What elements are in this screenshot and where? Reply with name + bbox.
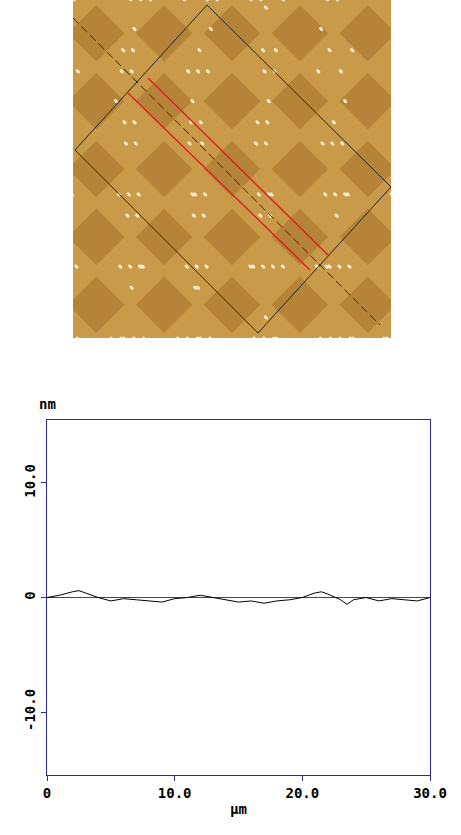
svg-text:30.0: 30.0 (413, 785, 447, 801)
svg-text:-10.0: -10.0 (22, 689, 38, 731)
svg-text:0: 0 (43, 785, 51, 801)
svg-text:10.0: 10.0 (158, 785, 192, 801)
svg-text:20.0: 20.0 (285, 785, 319, 801)
svg-text:µm: µm (230, 801, 247, 817)
svg-text:10.0: 10.0 (22, 464, 38, 498)
svg-text:nm: nm (39, 396, 56, 412)
svg-text:0: 0 (22, 591, 38, 599)
